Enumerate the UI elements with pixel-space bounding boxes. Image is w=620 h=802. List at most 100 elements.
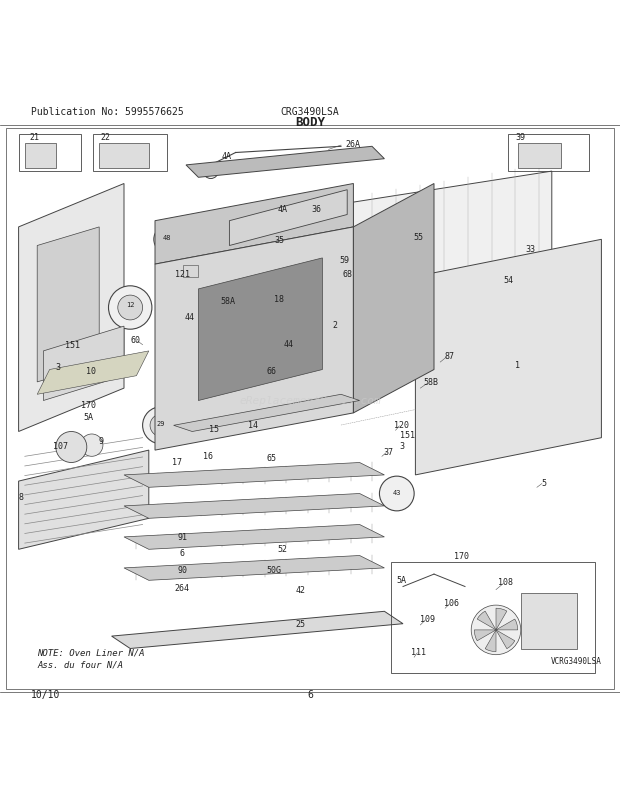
Text: 170: 170 [81, 401, 96, 410]
Text: 39: 39 [516, 133, 526, 142]
Text: 29: 29 [157, 421, 166, 427]
Text: 2: 2 [332, 321, 337, 330]
Polygon shape [43, 326, 124, 401]
Text: 54: 54 [503, 276, 513, 285]
Circle shape [143, 407, 180, 444]
Text: 18: 18 [274, 294, 284, 303]
Text: CRG3490LSA: CRG3490LSA [281, 107, 339, 117]
Text: 3: 3 [399, 441, 404, 450]
Text: 48: 48 [163, 235, 172, 241]
Text: 10: 10 [86, 367, 95, 376]
Text: 5: 5 [542, 478, 547, 488]
Text: 15: 15 [209, 424, 219, 433]
Text: 14: 14 [248, 420, 258, 429]
Text: 91: 91 [177, 533, 187, 541]
Polygon shape [353, 184, 434, 413]
Text: Publication No: 5995576625: Publication No: 5995576625 [31, 107, 184, 117]
Text: 52: 52 [277, 544, 287, 553]
Text: 10/10: 10/10 [31, 690, 60, 699]
Polygon shape [186, 147, 384, 178]
FancyBboxPatch shape [99, 144, 149, 168]
Wedge shape [485, 630, 496, 652]
Text: 151: 151 [65, 341, 80, 350]
Text: 107: 107 [53, 441, 68, 450]
Wedge shape [496, 619, 518, 630]
Text: 21: 21 [29, 133, 39, 142]
Text: 3: 3 [55, 363, 60, 371]
Text: 111: 111 [411, 647, 426, 656]
Text: 6: 6 [307, 690, 313, 699]
Text: 5A: 5A [84, 412, 94, 421]
Text: 121: 121 [175, 269, 190, 278]
FancyBboxPatch shape [518, 144, 561, 168]
FancyBboxPatch shape [521, 593, 577, 649]
Wedge shape [474, 630, 496, 641]
Circle shape [379, 476, 414, 511]
Text: VCRG3490LSA: VCRG3490LSA [551, 657, 601, 666]
Text: 55: 55 [414, 233, 423, 241]
Text: 58B: 58B [423, 378, 438, 387]
Text: 66: 66 [267, 367, 277, 376]
Text: 264: 264 [175, 584, 190, 593]
Text: 109: 109 [420, 614, 435, 623]
Text: 120: 120 [394, 420, 409, 429]
Text: 8: 8 [19, 492, 24, 501]
Text: NOTE: Oven Liner N/A: NOTE: Oven Liner N/A [37, 647, 144, 656]
Circle shape [81, 435, 103, 456]
Wedge shape [496, 630, 515, 649]
Text: 5A: 5A [396, 575, 406, 584]
Circle shape [118, 296, 143, 321]
Polygon shape [174, 395, 360, 432]
Polygon shape [124, 494, 384, 519]
Text: 26A: 26A [346, 140, 361, 148]
Text: 108: 108 [498, 577, 513, 586]
Text: 90: 90 [177, 565, 187, 574]
Text: 59: 59 [339, 255, 349, 265]
Polygon shape [415, 240, 601, 476]
Text: 33: 33 [525, 245, 535, 253]
Text: 87: 87 [445, 352, 454, 361]
Text: 151: 151 [400, 431, 415, 439]
Polygon shape [19, 451, 149, 549]
Text: 9: 9 [99, 437, 104, 446]
Polygon shape [124, 556, 384, 581]
Circle shape [108, 286, 152, 330]
Text: 4A: 4A [221, 152, 231, 161]
Text: 1: 1 [515, 361, 520, 370]
Text: 43: 43 [392, 489, 401, 495]
Polygon shape [37, 351, 149, 395]
Text: 170: 170 [454, 551, 469, 561]
Circle shape [203, 164, 218, 180]
Text: 25: 25 [296, 619, 306, 629]
Polygon shape [19, 184, 124, 432]
Wedge shape [477, 611, 496, 630]
Text: 106: 106 [444, 597, 459, 607]
Text: Ass. du four N/A: Ass. du four N/A [37, 660, 123, 669]
Text: 37: 37 [384, 448, 394, 456]
Polygon shape [124, 463, 384, 488]
Circle shape [56, 432, 87, 463]
Text: 12: 12 [126, 302, 135, 308]
Text: 6: 6 [180, 549, 185, 557]
Text: 58A: 58A [221, 296, 236, 306]
Polygon shape [155, 228, 353, 451]
Text: 44: 44 [184, 313, 194, 322]
Text: 42: 42 [296, 585, 306, 594]
Polygon shape [112, 612, 403, 649]
Text: 17: 17 [172, 457, 182, 466]
Text: 36: 36 [311, 205, 321, 213]
Text: 65: 65 [267, 453, 277, 463]
Text: 50G: 50G [267, 565, 281, 574]
FancyBboxPatch shape [25, 144, 56, 168]
Text: 60: 60 [130, 336, 140, 345]
Polygon shape [198, 258, 322, 401]
Circle shape [154, 226, 181, 253]
FancyBboxPatch shape [183, 266, 198, 277]
Polygon shape [353, 172, 552, 370]
Circle shape [471, 606, 521, 655]
Polygon shape [124, 525, 384, 549]
Text: 68: 68 [342, 269, 352, 278]
Text: 16: 16 [203, 451, 213, 460]
Text: 4A: 4A [277, 205, 287, 213]
Text: 22: 22 [100, 133, 110, 142]
